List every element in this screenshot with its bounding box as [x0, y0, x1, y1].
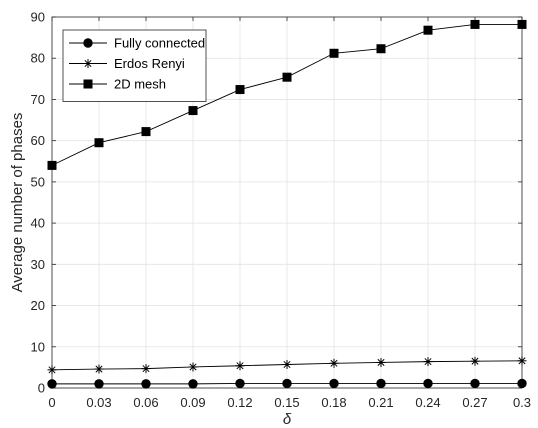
data-point-erdos-renyi: [94, 364, 104, 374]
data-point-2d-mesh: [47, 160, 57, 170]
y-tick-label: 30: [31, 257, 45, 272]
data-point-erdos-renyi: [423, 357, 433, 367]
y-tick-label: 90: [31, 10, 45, 25]
y-tick-label: 20: [31, 298, 45, 313]
data-point-fully-connected: [329, 378, 339, 389]
y-tick-label: 70: [31, 92, 45, 107]
asterisk-stroke: [471, 357, 479, 365]
x-tick-label: 0: [48, 395, 55, 410]
y-tick-label: 0: [38, 381, 45, 396]
legend-marker: [83, 79, 93, 89]
asterisk-stroke: [236, 362, 244, 370]
data-point-fully-connected: [423, 378, 433, 389]
x-tick-label: 0.15: [274, 395, 299, 410]
data-point-erdos-renyi: [376, 357, 386, 367]
legend-label: Erdos Renyi: [114, 56, 185, 71]
data-point-erdos-renyi: [188, 362, 198, 372]
y-tick-label: 10: [31, 339, 45, 354]
data-point-erdos-renyi: [282, 360, 292, 370]
data-point-fully-connected: [94, 379, 104, 389]
data-point-2d-mesh: [470, 19, 480, 29]
asterisk-stroke: [95, 365, 103, 373]
legend-marker: [83, 38, 93, 48]
data-point-fully-connected: [141, 379, 151, 389]
asterisk-stroke: [377, 358, 385, 366]
legend-marker: [83, 59, 93, 68]
legend-item-fully-connected: Fully connected: [69, 36, 205, 51]
x-tick-label: 0.24: [415, 395, 440, 410]
data-point-fully-connected: [282, 378, 292, 389]
data-point-erdos-renyi: [47, 365, 57, 375]
x-tick-label: 0.03: [86, 395, 111, 410]
data-point-erdos-renyi: [470, 356, 480, 366]
data-point-2d-mesh: [282, 72, 292, 82]
x-tick-label: 0.12: [227, 395, 252, 410]
data-point-2d-mesh: [235, 85, 245, 95]
data-point-erdos-renyi: [235, 361, 245, 371]
asterisk-stroke: [283, 360, 291, 369]
data-point-2d-mesh: [188, 106, 198, 116]
legend: Fully connected Erdos Renyi 2D mesh: [62, 29, 207, 102]
x-tick-label: 0.06: [133, 395, 158, 410]
asterisk-stroke: [48, 366, 56, 374]
data-point-fully-connected: [188, 379, 198, 389]
data-point-fully-connected: [376, 378, 386, 389]
x-tick-label: 0.21: [368, 395, 393, 410]
x-tick-label: 0.3: [513, 395, 531, 410]
asterisk-stroke: [189, 363, 197, 371]
data-point-2d-mesh: [376, 44, 386, 54]
data-point-fully-connected: [517, 378, 527, 389]
data-point-2d-mesh: [423, 25, 433, 35]
y-tick-label: 80: [31, 51, 45, 66]
y-axis-label: Average number of phases: [9, 113, 26, 293]
x-tick-label: 0.18: [321, 395, 346, 410]
data-point-2d-mesh: [329, 48, 339, 58]
legend-item-2d-mesh: 2D mesh: [69, 77, 166, 92]
y-tick-label: 50: [31, 174, 45, 189]
x-tick-label: 0.27: [462, 395, 487, 410]
data-point-2d-mesh: [141, 127, 151, 137]
legend-item-erdos-renyi: Erdos Renyi: [69, 56, 185, 71]
legend-label: Fully connected: [114, 36, 205, 51]
x-tick-label: 0.09: [180, 395, 205, 410]
series-fully-connected: [47, 378, 527, 389]
asterisk-stroke: [142, 365, 150, 373]
data-point-erdos-renyi: [141, 364, 151, 374]
legend-label: 2D mesh: [114, 77, 166, 92]
data-point-fully-connected: [47, 379, 57, 389]
x-axis-label: δ: [283, 411, 292, 428]
data-point-2d-mesh: [94, 138, 104, 148]
axis-ticks: 0 0.03 0.06 0.09 0.12 0.15 0.18 0.21 0.24 0.27 0.3…: [31, 10, 532, 411]
series-layer: [47, 19, 527, 389]
asterisk-stroke: [84, 59, 92, 68]
data-point-fully-connected: [470, 378, 480, 389]
series-erdos-renyi: [47, 356, 527, 375]
data-point-2d-mesh: [517, 19, 527, 29]
data-point-erdos-renyi: [517, 356, 527, 366]
data-point-fully-connected: [235, 378, 245, 389]
series-2d-mesh: [47, 19, 527, 170]
asterisk-stroke: [518, 357, 526, 365]
asterisk-stroke: [330, 359, 338, 367]
y-tick-label: 40: [31, 216, 45, 231]
data-point-erdos-renyi: [329, 358, 339, 368]
asterisk-stroke: [424, 358, 432, 366]
y-tick-label: 60: [31, 133, 45, 148]
